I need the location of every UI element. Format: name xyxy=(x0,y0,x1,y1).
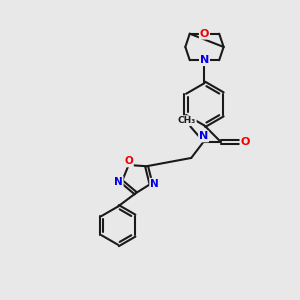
Text: N: N xyxy=(114,177,123,187)
Text: O: O xyxy=(240,137,250,147)
Text: N: N xyxy=(199,131,208,142)
Text: O: O xyxy=(200,29,209,39)
Text: CH₃: CH₃ xyxy=(178,116,196,125)
Text: N: N xyxy=(150,179,159,189)
Text: O: O xyxy=(124,157,133,166)
Text: N: N xyxy=(200,55,209,65)
